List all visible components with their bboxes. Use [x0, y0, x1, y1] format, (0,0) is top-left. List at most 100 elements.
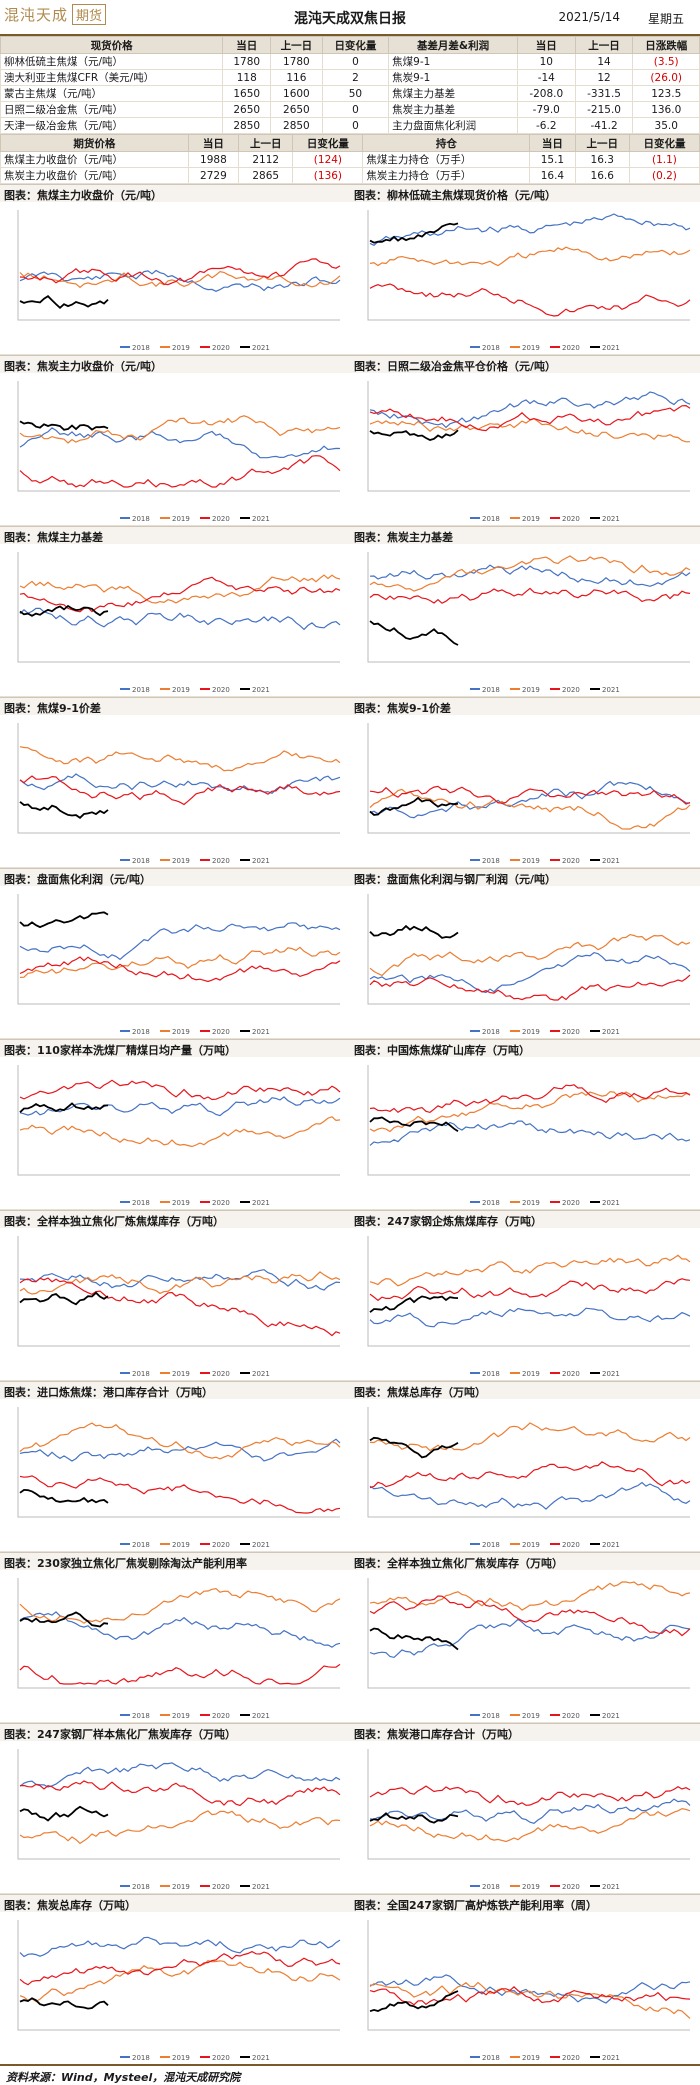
series-line-2020	[19, 1663, 341, 1685]
chart-panel: 图表：焦煤主力基差 2018 2019 2020 2021	[0, 526, 350, 697]
line-chart: 2018 2019 2020 2021	[17, 1065, 341, 1207]
spot-table-header-cell: 现货价格	[0, 36, 224, 54]
logo-box-text: 期货	[72, 4, 107, 25]
spot-table-row: 柳林低硫主焦煤（元/吨） 1780 1780 0 焦煤9-1 10 14 (3.5)	[0, 53, 700, 70]
series-line-2021	[19, 295, 109, 310]
chart-title: 图表：焦煤主力收盘价（元/吨）	[0, 184, 350, 202]
series-line-2021	[19, 801, 109, 819]
legend-label: 2019	[172, 1712, 190, 1720]
legend-label: 2019	[522, 1712, 540, 1720]
spot-table-cell: (3.5)	[632, 53, 700, 70]
chart-title: 图表：焦煤主力基差	[0, 526, 350, 544]
legend-label: 2018	[132, 857, 150, 865]
legend-label: 2020	[562, 2054, 580, 2062]
chart-panel: 图表：焦煤总库存（万吨） 2018 2019 2020 2021	[350, 1381, 700, 1552]
legend-label: 2019	[522, 1370, 540, 1378]
legend-label: 2018	[132, 1541, 150, 1549]
legend-label: 2021	[602, 515, 620, 523]
legend-label: 2018	[482, 1712, 500, 1720]
chart-axis	[367, 1920, 690, 2031]
legend-label: 2021	[602, 1199, 620, 1207]
legend-label: 2019	[172, 1883, 190, 1891]
series-line-2018	[369, 564, 691, 587]
legend-label: 2019	[172, 686, 190, 694]
legend-label: 2020	[562, 1712, 580, 1720]
futures-table-cell: (0.2)	[628, 167, 700, 184]
legend-label: 2019	[522, 1199, 540, 1207]
spot-table-row: 澳大利亚主焦煤CFR（美元/吨） 118 116 2 焦炭9-1 -14 12 (26.0)	[0, 69, 700, 86]
chart-title: 图表：焦煤总库存（万吨）	[350, 1381, 700, 1399]
spot-table-cell: 主力盘面焦化利润	[388, 117, 518, 134]
series-line-2018	[369, 1974, 691, 2004]
series-line-2021	[19, 1488, 109, 1504]
line-chart: 2018 2019 2020 2021	[17, 894, 341, 1036]
futures-table-header-cell: 期货价格	[0, 134, 189, 152]
series-line-2018	[19, 1438, 341, 1462]
chart-panel: 图表：全样本独立焦化厂炼焦煤库存（万吨） 2018 2019 2020 2021	[0, 1210, 350, 1381]
data-source-note: 资料来源：Wind，Mysteel，混沌天成研究院	[0, 2064, 700, 2084]
series-line-2019	[369, 788, 691, 830]
spot-table-cell: 116	[270, 69, 323, 86]
legend-label: 2020	[562, 1199, 580, 1207]
series-line-2018	[19, 922, 341, 961]
series-line-2021	[19, 420, 109, 431]
spot-table-cell: 35.0	[632, 117, 700, 134]
legend-label: 2020	[212, 1028, 230, 1036]
futures-table-cell: 焦煤主力持仓（万手）	[362, 151, 531, 168]
spot-table-cell: 焦煤主力基差	[388, 85, 518, 102]
series-line-2018	[369, 213, 691, 247]
spot-table-header-cell: 上一日	[574, 36, 634, 54]
legend-label: 2018	[482, 1028, 500, 1036]
chart-panel: 图表：全国247家钢厂高炉炼铁产能利用率（周） 2018 2019 2020 2021	[350, 1894, 700, 2065]
chart-axis	[367, 1578, 690, 1689]
report-date: 2021/5/14	[558, 10, 620, 24]
series-line-2019	[19, 574, 341, 604]
futures-table-cell: 16.6	[574, 167, 630, 184]
series-line-2021	[369, 1990, 459, 2013]
series-line-2020	[369, 587, 691, 604]
chart-panel: 图表：全样本独立焦化厂焦炭库存（万吨） 2018 2019 2020 2021	[350, 1552, 700, 1723]
spot-table-cell: (26.0)	[632, 69, 700, 86]
spot-table-cell: 2850	[270, 117, 323, 134]
chart-title: 图表：焦煤9-1价差	[0, 697, 350, 715]
series-line-2018	[19, 1096, 341, 1117]
spot-table-cell: 1600	[270, 85, 323, 102]
series-line-2020	[19, 1277, 341, 1337]
series-line-2020	[369, 283, 691, 317]
legend-label: 2019	[522, 2054, 540, 2062]
series-line-2021	[369, 429, 459, 441]
series-line-2018	[369, 951, 691, 994]
spot-table-cell: -41.2	[574, 117, 634, 134]
series-line-2021	[369, 1436, 459, 1459]
chart-panel: 图表：盘面焦化利润（元/吨） 2018 2019 2020 2021	[0, 868, 350, 1039]
series-line-2020	[19, 775, 341, 806]
line-chart: 2018 2019 2020 2021	[17, 1749, 341, 1891]
line-chart: 2018 2019 2020 2021	[367, 1749, 691, 1891]
spot-table-cell: 0	[321, 117, 390, 134]
legend-label: 2019	[522, 857, 540, 865]
legend-label: 2020	[212, 1199, 230, 1207]
series-line-2019	[369, 246, 691, 267]
chart-title: 图表：焦炭主力收盘价（元/吨）	[0, 355, 350, 373]
spot-table-cell: 2850	[222, 117, 272, 134]
series-line-2020	[369, 1278, 691, 1302]
futures-table-header-cell: 上一日	[574, 134, 630, 152]
spot-table-cell: 136.0	[632, 101, 700, 118]
series-line-2019	[19, 415, 341, 444]
series-line-2021	[369, 1627, 459, 1651]
series-line-2021	[19, 604, 109, 617]
legend-label: 2020	[212, 2054, 230, 2062]
line-chart: 2018 2019 2020 2021	[367, 552, 691, 694]
futures-table-cell: 焦炭主力持仓（万手）	[362, 167, 531, 184]
line-chart: 2018 2019 2020 2021	[17, 1920, 341, 2062]
chart-axis	[367, 1065, 690, 1176]
spot-table-cell: 14	[574, 53, 634, 70]
chart-axis	[367, 894, 690, 1005]
legend-label: 2019	[522, 1541, 540, 1549]
spot-table-cell: 1650	[222, 85, 272, 102]
chart-axis	[17, 381, 340, 492]
legend-label: 2019	[172, 1199, 190, 1207]
chart-panel: 图表：焦炭总库存（万吨） 2018 2019 2020 2021	[0, 1894, 350, 2065]
chart-axis	[17, 210, 340, 321]
series-line-2019	[19, 946, 341, 978]
